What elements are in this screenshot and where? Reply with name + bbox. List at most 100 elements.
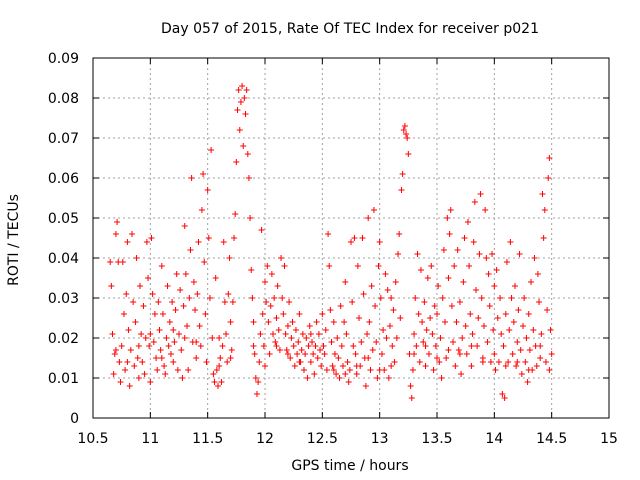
data-point [262,279,268,285]
data-point [154,367,161,373]
data-point [109,331,116,337]
data-point [497,295,504,301]
data-point [353,371,360,377]
data-point [292,327,299,333]
data-point [374,375,381,381]
data-point [194,291,201,297]
data-point [212,275,219,281]
data-point [412,295,419,301]
data-point [131,363,138,369]
data-point [214,383,221,389]
data-point [546,155,553,161]
data-point [411,331,418,337]
data-point [126,383,133,389]
data-point [226,255,233,261]
data-point [258,227,265,233]
data-point [338,343,345,349]
data-point [540,235,547,241]
data-point [158,355,165,361]
data-point [521,295,528,301]
data-point [169,299,176,305]
data-point [146,343,153,349]
data-point [443,355,450,361]
plot-frame [92,57,610,419]
data-point [524,379,531,385]
data-point [459,335,466,341]
data-point [360,291,367,297]
data-point [388,363,395,369]
data-point [157,347,164,353]
data-point [116,359,123,365]
data-point [350,343,357,349]
data-point [303,335,310,341]
data-point [323,367,330,373]
data-point [377,295,384,301]
data-point [481,323,488,329]
data-point [453,319,460,325]
data-point [284,351,291,357]
data-point [422,363,429,369]
data-point [263,299,270,305]
data-point [523,335,530,341]
data-point [245,175,252,181]
data-point [181,335,188,341]
data-point [385,375,392,381]
data-point [202,311,209,317]
data-point [489,251,496,257]
data-point [255,379,262,385]
data-point [419,319,426,325]
data-point [213,367,220,373]
data-point [259,311,266,317]
data-point [281,263,288,269]
data-point [193,355,200,361]
data-point [506,327,513,333]
data-point [367,367,374,373]
data-point [428,263,435,269]
data-point [369,347,376,353]
data-point [315,331,322,337]
data-point [448,303,455,309]
y-tick-labels: 0 0.01 0.02 0.03 0.04 0.05 0.06 0.07 0.08 0.09 [48,51,79,427]
data-point [227,319,234,325]
data-point [137,283,144,289]
data-point [275,327,282,333]
data-point [256,359,263,365]
data-point [384,287,391,293]
data-point [437,335,444,341]
data-point [196,323,203,329]
data-point [128,231,135,237]
data-point [224,359,231,365]
data-point [537,355,544,361]
data-point [430,367,437,373]
data-point [405,151,412,157]
data-point [502,311,509,317]
data-point [192,307,199,313]
data-point [284,323,291,329]
data-point [501,395,508,401]
data-point [390,307,397,313]
data-point [305,343,312,349]
data-point [155,299,162,305]
data-point [531,255,538,261]
data-point [117,379,124,385]
data-point [229,299,236,305]
data-point [257,331,264,337]
data-point [153,355,160,361]
data-point [141,371,148,377]
data-point [396,231,403,237]
data-point [372,303,379,309]
data-point [534,271,541,277]
data-point [300,367,307,373]
data-point [296,311,303,317]
data-point [123,291,130,297]
data-point [122,367,129,373]
data-point [389,343,396,349]
data-point [124,239,131,245]
data-point [414,251,421,257]
data-point [508,295,515,301]
data-point [241,95,248,101]
data-point [544,307,551,313]
data-point [209,335,216,341]
data-point [253,391,260,397]
